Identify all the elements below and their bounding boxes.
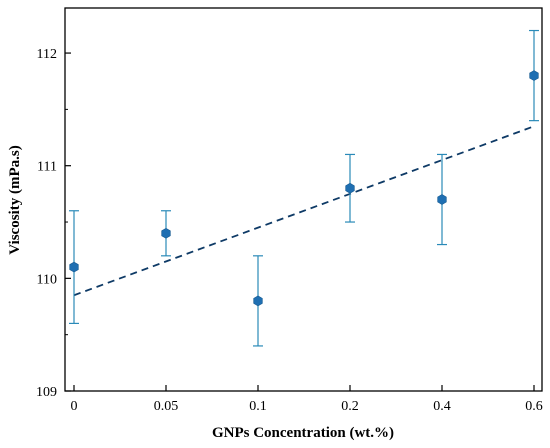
data-point	[161, 227, 171, 239]
x-tick-label: 0.4	[433, 399, 451, 414]
data-points	[69, 70, 539, 307]
error-bars	[69, 29, 539, 347]
data-point	[345, 182, 355, 194]
x-tick-label: 0.6	[525, 399, 543, 414]
y-tick-label: 111	[37, 160, 57, 175]
plot-frame	[64, 7, 543, 392]
y-tick-label: 109	[36, 385, 57, 400]
data-point	[529, 70, 539, 81]
y-tick-label: 112	[37, 47, 57, 62]
x-axis: 0 0.05 0.1 0.2 0.4 0.6	[71, 385, 543, 414]
x-axis-title: GNPs Concentration (wt.%)	[212, 425, 394, 441]
y-tick-label: 110	[37, 272, 57, 287]
x-tick-label: 0.1	[249, 399, 267, 414]
data-point	[437, 194, 447, 205]
data-point	[253, 295, 263, 307]
x-tick-label: 0.2	[341, 399, 359, 414]
x-tick-label: 0	[71, 399, 78, 414]
x-tick-label: 0.05	[154, 399, 179, 414]
trendline	[73, 125, 535, 297]
y-axis-title: Viscosity (mPa.s)	[7, 145, 23, 254]
data-point	[69, 261, 79, 273]
y-axis: 109 110 111 112	[36, 47, 71, 400]
